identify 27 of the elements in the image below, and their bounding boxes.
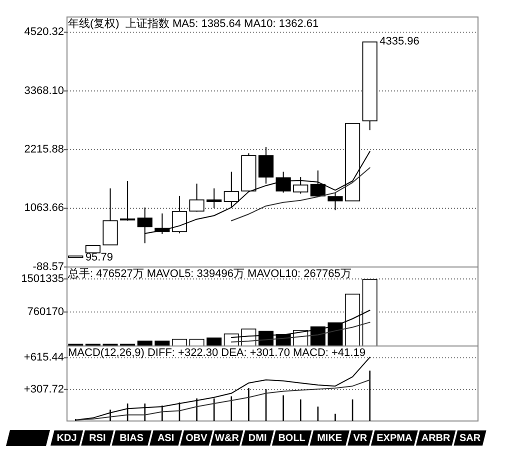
text: 4335.96 [380,36,420,48]
y-tick-label: +615.44 [24,352,64,364]
text: OBV [186,433,208,444]
text: W&R [215,433,240,444]
text: RSI [89,433,106,444]
text: KDJ [56,433,77,444]
text: BIAS [120,433,144,444]
text: ASI [157,433,174,444]
y-tick-label: 1063.66 [24,202,64,214]
text: SAR [459,433,482,444]
chart-title: 总手: 476527万 MAVOL5: 339496万 MAVOL10: 267765万 [67,267,352,280]
chart-title: 年线(复权) 上证指数 MA5: 1385.64 MA10: 1362.61 [68,17,319,30]
y-tick-label: 4520.32 [24,26,64,38]
annotation: 95.79 [85,252,113,264]
text: VR [353,433,368,444]
y-tick-label: 1501335 [21,272,64,285]
y-tick-label: 760170 [27,306,64,318]
text: ARBR [421,433,452,444]
text: DMI [248,433,267,444]
chart-title: MACD(12,26,9) DIFF: +322.30 DEA: +301.70 MACD: +41.19 [68,347,366,359]
text: MIKE [317,433,342,444]
text: BOLL [278,433,306,444]
y-tick-label: +307.72 [24,383,64,396]
y-tick-label: -88.57 [32,260,64,273]
y-tick-label: 3368.10 [24,84,64,97]
y-tick-label: 2215.88 [24,144,64,156]
text: EXPMA [376,433,412,444]
